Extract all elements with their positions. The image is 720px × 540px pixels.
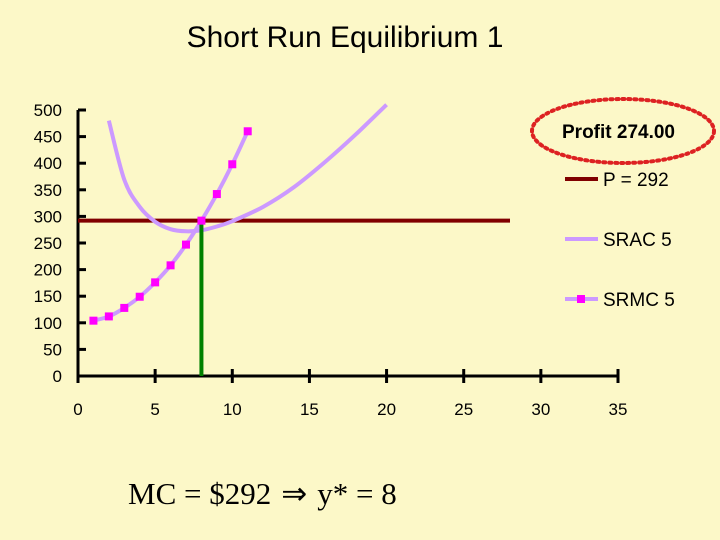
y-axis: 0 50 100 150 200 250 300 350 400 450 500 (34, 101, 86, 386)
profit-label: Profit 274.00 (562, 122, 675, 143)
x-tick-label: 35 (609, 400, 628, 419)
srmc-point (243, 127, 252, 136)
chart-title: Short Run Equilibrium 1 (187, 21, 504, 54)
y-tick-label: 400 (34, 154, 62, 173)
srmc-point (89, 316, 98, 325)
footer-right: y* = 8 (317, 476, 396, 511)
plot-area (78, 103, 510, 376)
y-tick-label: 350 (34, 181, 62, 200)
profit-highlight-ellipse (530, 97, 716, 165)
srmc-point (212, 190, 221, 199)
srmc-point (151, 278, 160, 287)
x-tick-label: 25 (454, 400, 473, 419)
y-tick-label: 150 (34, 287, 62, 306)
legend-marker-srmc (577, 295, 585, 303)
srmc-point (135, 292, 144, 301)
srmc-point (228, 160, 237, 169)
footer-equation: MC = $292 ⇒ y* = 8 (128, 476, 397, 511)
x-tick-label: 0 (73, 400, 82, 419)
srmc-point (182, 240, 190, 249)
x-tick-label: 10 (223, 400, 242, 419)
y-tick-label: 300 (34, 207, 62, 226)
footer-left: MC = $292 (128, 476, 271, 511)
y-tick-label: 0 (53, 367, 62, 386)
y-tick-label: 200 (34, 261, 62, 280)
footer-arrow: ⇒ (281, 476, 307, 511)
y-tick-label: 100 (34, 314, 62, 333)
srmc-point (197, 216, 206, 225)
legend: Profit 274.00 P = 292 SRAC 5 SRMC 5 (530, 97, 716, 311)
y-tick-label: 450 (34, 128, 62, 147)
x-tick-label: 20 (377, 400, 396, 419)
x-tick-label: 5 (150, 400, 159, 419)
x-axis: 0 5 10 15 20 25 30 35 (73, 369, 627, 419)
y-tick-label: 500 (34, 101, 62, 120)
y-tick-label: 250 (34, 234, 62, 253)
legend-label-srmc: SRMC 5 (603, 290, 675, 311)
x-tick-label: 30 (531, 400, 550, 419)
srmc-point (166, 261, 175, 270)
srac-curve (106, 103, 388, 234)
x-tick-label: 15 (300, 400, 319, 419)
srmc-point (104, 312, 113, 321)
srmc-point (120, 303, 129, 312)
legend-label-price: P = 292 (603, 170, 669, 191)
legend-label-srac: SRAC 5 (603, 230, 672, 251)
y-tick-label: 50 (43, 340, 62, 359)
